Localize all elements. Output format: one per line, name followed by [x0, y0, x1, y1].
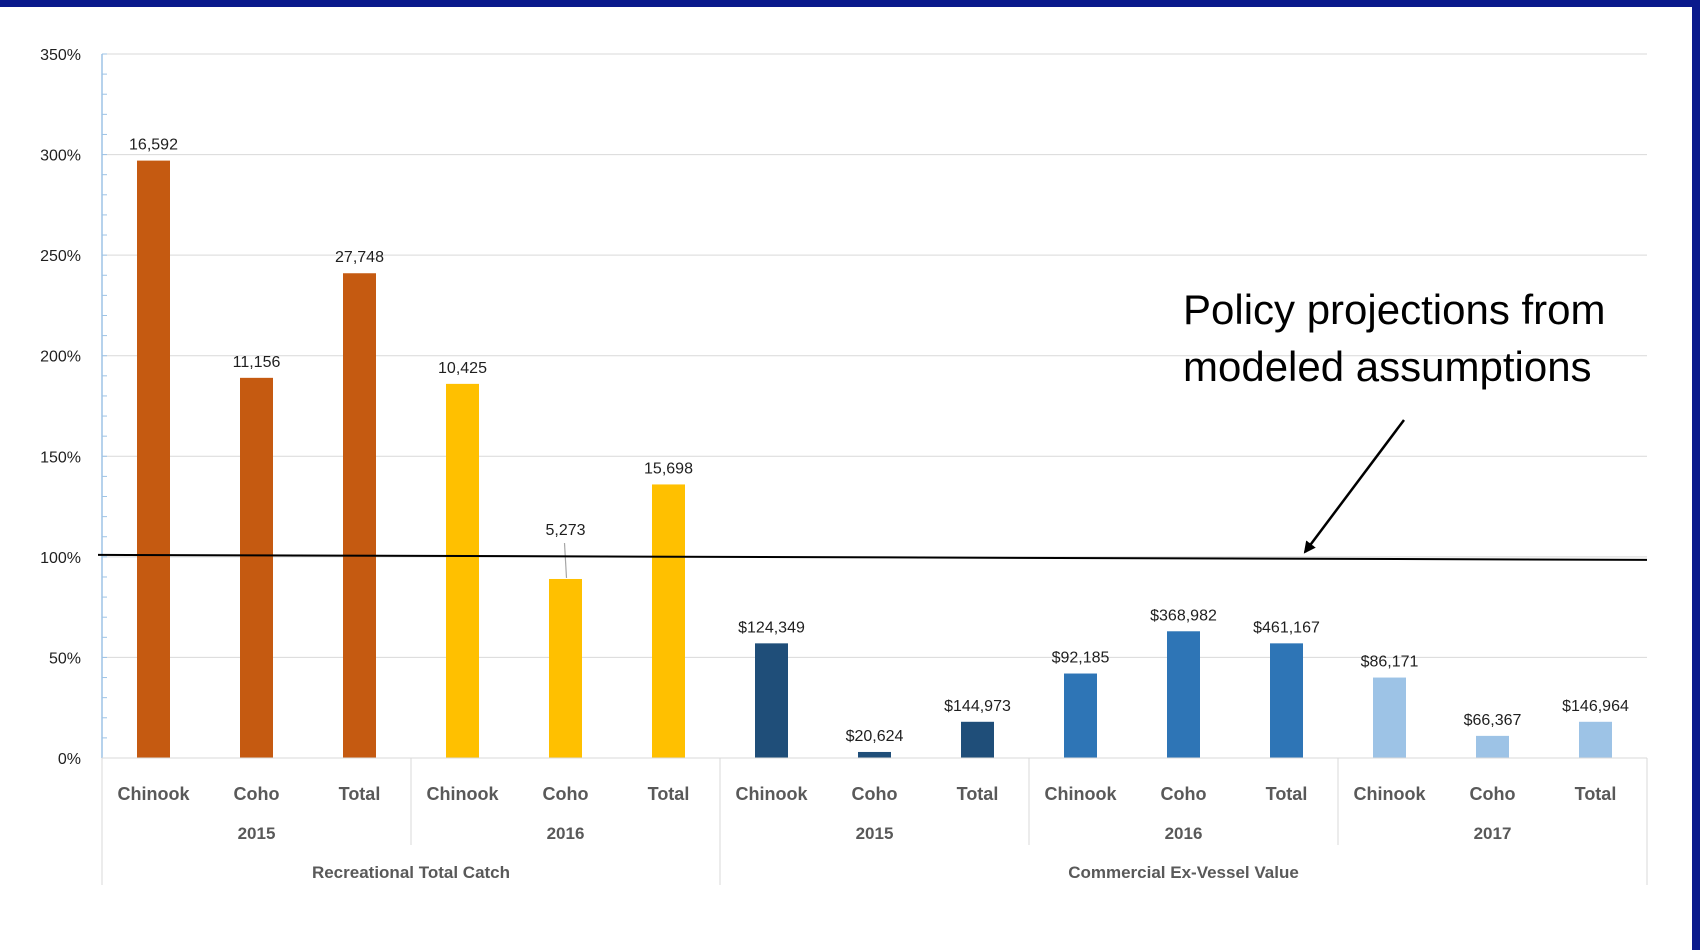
annotation-line-1: Policy projections from — [1183, 286, 1605, 333]
bar — [1476, 735, 1509, 758]
data-label: $461,167 — [1253, 619, 1320, 636]
x-category-label: Total — [1575, 784, 1617, 804]
reference-line — [97, 553, 1648, 561]
annotation-arrow — [1303, 419, 1405, 554]
annotation: Policy projections from modeled assumpti… — [1183, 286, 1605, 554]
bars — [137, 160, 1612, 758]
bar — [1064, 673, 1097, 758]
data-label: $124,349 — [738, 619, 805, 636]
x-group-label: Commercial Ex-Vessel Value — [1068, 863, 1299, 882]
x-category-label: Chinook — [427, 784, 500, 804]
y-tick-label: 300% — [40, 148, 81, 165]
x-category-label: Coho — [1161, 784, 1207, 804]
y-tick-label: 250% — [40, 248, 81, 265]
data-label: 27,748 — [335, 249, 384, 266]
data-label: $146,964 — [1562, 698, 1629, 715]
bar — [858, 751, 891, 758]
data-label: 5,273 — [545, 522, 585, 539]
y-tick-label: 150% — [40, 449, 81, 466]
x-year-label: 2015 — [856, 824, 894, 843]
data-label: $92,185 — [1052, 650, 1110, 667]
y-tick-label: 100% — [40, 550, 81, 567]
y-axis: 0% 50% 100% 150% 200% 250% 300% 350% — [40, 47, 107, 768]
x-axis: Chinook Coho Total 2015 Chinook Coho Total 2016… — [101, 757, 1648, 885]
x-category-label: Coho — [234, 784, 280, 804]
x-category-label: Chinook — [1045, 784, 1118, 804]
x-category-label: Coho — [1470, 784, 1516, 804]
gridlines — [102, 53, 1647, 759]
bar — [1270, 643, 1303, 758]
x-year-label: 2016 — [547, 824, 585, 843]
y-tick-label: 0% — [58, 751, 81, 768]
bar — [1579, 721, 1612, 758]
annotation-line-2: modeled assumptions — [1183, 343, 1592, 390]
bar — [343, 273, 376, 758]
x-category-label: Chinook — [1354, 784, 1427, 804]
x-group-label: Recreational Total Catch — [312, 863, 510, 882]
y-tick-label: 350% — [40, 47, 81, 64]
data-label: $368,982 — [1150, 607, 1217, 624]
data-labels: 16,592 11,156 27,748 10,425 5,273 15,698 $124,… — [129, 137, 1629, 745]
x-category-label: Total — [648, 784, 690, 804]
x-category-label: Chinook — [118, 784, 191, 804]
data-label: $144,973 — [944, 698, 1011, 715]
x-category-label: Chinook — [736, 784, 809, 804]
data-label: 10,425 — [438, 360, 487, 377]
bar — [137, 160, 170, 758]
bar — [961, 721, 994, 758]
bar — [755, 643, 788, 758]
bar — [1167, 631, 1200, 758]
data-label: 16,592 — [129, 137, 178, 154]
x-year-label: 2017 — [1474, 824, 1512, 843]
slide-frame: 0% 50% 100% 150% 200% 250% 300% 350% 16,592 11,1… — [0, 7, 1692, 950]
bar — [240, 377, 273, 758]
x-category-label: Total — [957, 784, 999, 804]
data-label: 11,156 — [233, 354, 281, 371]
reference-line-100 — [97, 553, 1648, 561]
data-label: $86,171 — [1361, 654, 1419, 671]
x-year-label: 2016 — [1165, 824, 1203, 843]
bar — [446, 383, 479, 758]
bar — [549, 578, 582, 758]
x-category-label: Coho — [852, 784, 898, 804]
x-category-label: Total — [339, 784, 381, 804]
bar — [1373, 677, 1406, 758]
data-label: $66,367 — [1464, 712, 1522, 729]
bar-chart: 0% 50% 100% 150% 200% 250% 300% 350% 16,592 11,1… — [40, 47, 1648, 885]
data-label: 15,698 — [644, 460, 693, 477]
bar — [652, 484, 685, 758]
x-category-label: Total — [1266, 784, 1308, 804]
x-category-label: Coho — [543, 784, 589, 804]
x-year-label: 2015 — [238, 824, 276, 843]
y-tick-label: 50% — [49, 650, 81, 667]
y-tick-label: 200% — [40, 349, 81, 366]
leader-line — [563, 542, 568, 579]
data-label: $20,624 — [846, 728, 904, 745]
